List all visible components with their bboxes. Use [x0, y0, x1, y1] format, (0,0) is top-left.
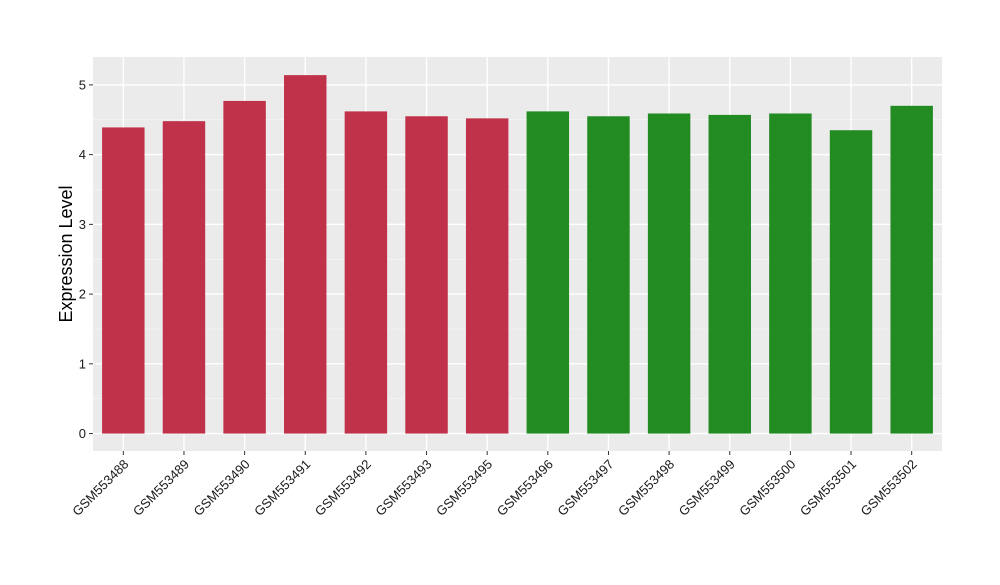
- x-tick-label: GSM553490: [191, 457, 253, 519]
- x-tick-label: GSM553502: [858, 457, 920, 519]
- y-tick-label: 5: [79, 77, 86, 92]
- bar: [465, 118, 509, 434]
- bar: [405, 116, 448, 434]
- bar: [647, 113, 691, 434]
- plot-panel: [93, 57, 942, 451]
- bar: [890, 105, 933, 434]
- y-axis-title: Expression Level: [56, 185, 76, 322]
- y-tick-label: 0: [79, 426, 86, 441]
- bar: [223, 100, 266, 434]
- bars: [102, 75, 933, 434]
- x-tick-label: GSM553488: [69, 457, 131, 519]
- bar: [162, 121, 206, 434]
- y-axis: 0 1 2 3 4 5: [79, 77, 93, 441]
- x-tick-label: GSM553497: [554, 457, 616, 519]
- y-tick-label: 3: [79, 217, 86, 232]
- y-tick-label: 2: [79, 287, 86, 302]
- x-tick-label: GSM553501: [797, 457, 859, 519]
- bar: [829, 130, 873, 434]
- bar: [102, 127, 145, 434]
- x-tick-label: GSM553499: [676, 457, 738, 519]
- bar: [769, 113, 812, 434]
- y-tick-label: 1: [79, 356, 86, 371]
- x-tick-label: GSM553492: [312, 457, 374, 519]
- bar: [587, 116, 630, 434]
- bar: [284, 75, 327, 434]
- bar: [526, 111, 570, 434]
- x-tick-label: GSM553496: [494, 457, 556, 519]
- x-tick-label: GSM553498: [615, 457, 677, 519]
- y-tick-label: 4: [79, 147, 86, 162]
- x-tick-label: GSM553493: [372, 457, 434, 519]
- bar: [708, 114, 751, 434]
- x-tick-label: GSM553500: [736, 457, 798, 519]
- x-tick-label: GSM553489: [130, 457, 192, 519]
- bar: [344, 111, 388, 434]
- x-tick-label: GSM553491: [251, 457, 313, 519]
- x-tick-label: GSM553495: [433, 457, 495, 519]
- x-axis: GSM553488GSM553489GSM553490GSM553491GSM5…: [69, 451, 920, 519]
